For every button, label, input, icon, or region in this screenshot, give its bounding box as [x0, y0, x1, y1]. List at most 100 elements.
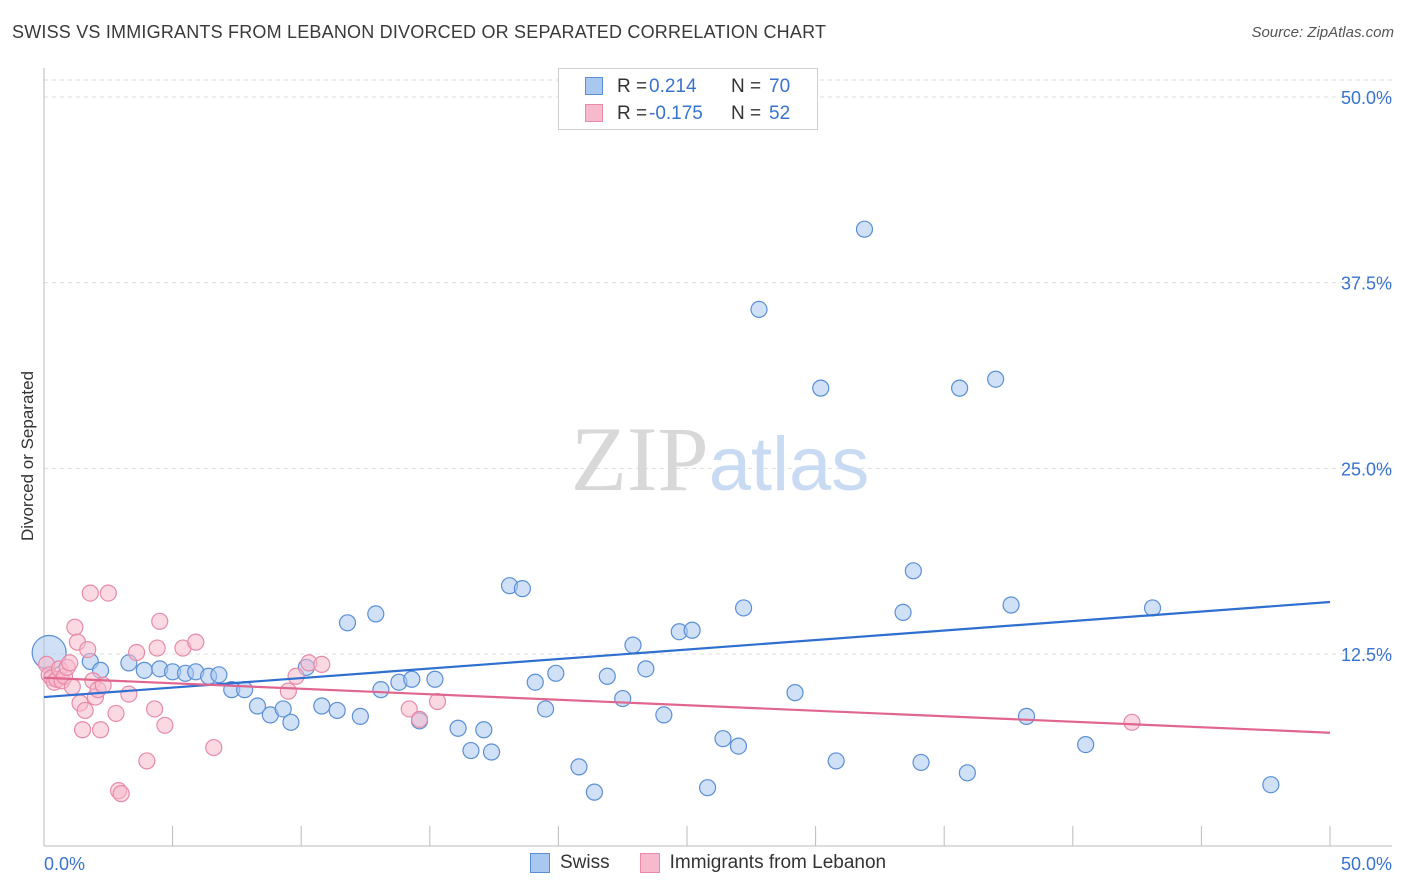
lebanon-point	[428, 692, 447, 711]
lebanon-point	[63, 678, 81, 696]
swiss-point	[637, 660, 655, 678]
r-value: 0.214	[649, 76, 697, 97]
swiss-point	[812, 379, 830, 397]
lebanon-legend-swatch	[639, 853, 660, 873]
tick-labels: 12.5% 25.0% 37.5% 50.0% 0.0% 50.0%	[44, 88, 1392, 874]
swiss-point	[248, 697, 267, 715]
swiss-point	[1262, 776, 1280, 794]
legend-label: Immigrants from Lebanon	[669, 852, 887, 873]
n-value: 70	[769, 76, 791, 97]
lebanon-point	[410, 710, 429, 728]
lebanon-point	[66, 618, 84, 636]
lebanon-point	[81, 584, 99, 602]
lebanon-point	[112, 785, 130, 803]
lebanon-point	[73, 721, 92, 739]
swiss-point	[714, 730, 732, 748]
swiss-point	[655, 706, 673, 724]
swiss-point	[958, 764, 976, 782]
swiss-point	[750, 300, 768, 319]
swiss-point	[729, 737, 748, 755]
swiss-point	[894, 603, 912, 622]
swiss-point	[585, 783, 604, 801]
y-tick-label: 12.5%	[1341, 645, 1392, 665]
swiss-point	[547, 664, 565, 682]
lebanon-point	[151, 612, 169, 630]
swiss-point	[426, 670, 444, 688]
lebanon-point	[127, 643, 146, 662]
swiss-point	[236, 681, 254, 699]
lebanon-point	[61, 654, 79, 672]
swiss-point	[462, 741, 480, 760]
swiss-point	[598, 667, 616, 685]
swiss-point	[313, 697, 331, 715]
swiss-point	[951, 379, 969, 397]
swiss-point	[624, 636, 642, 654]
swiss-point	[698, 779, 717, 797]
swiss-point	[449, 719, 467, 737]
n-label: N =	[731, 76, 762, 97]
swiss-point	[328, 701, 346, 720]
swiss-point	[210, 666, 228, 684]
lebanon-point	[1123, 713, 1141, 731]
grid-layer	[44, 79, 1392, 655]
x-tick-label: 50.0%	[1341, 854, 1392, 874]
lebanon-point	[279, 682, 297, 700]
lebanon-point	[313, 655, 331, 673]
r-label: R =	[617, 76, 648, 97]
swiss-point	[351, 707, 369, 725]
legend-row-swiss: R = 0.214 N = 70	[559, 73, 817, 101]
trend-lines	[43, 600, 1331, 734]
lebanon-point	[156, 716, 174, 734]
swiss-point	[1077, 736, 1095, 754]
swiss-point	[367, 605, 385, 623]
swiss-point	[338, 614, 357, 632]
lebanon-point	[120, 685, 138, 703]
swiss-point	[513, 580, 531, 598]
lebanon-point	[107, 704, 125, 723]
swiss-point	[1017, 707, 1036, 725]
source-label: Source: ZipAtlas.com	[1251, 24, 1394, 41]
lebanon-point	[148, 639, 166, 657]
swiss-point	[786, 684, 804, 702]
y-tick-label: 50.0%	[1341, 88, 1392, 108]
legend-row-lebanon: R = -0.175 N = 52	[559, 100, 817, 128]
y-tick-label: 25.0%	[1341, 459, 1392, 479]
swiss-point	[683, 621, 701, 639]
lebanon-point	[187, 633, 205, 651]
r-label: R =	[617, 103, 648, 124]
swiss-point	[614, 689, 632, 708]
lebanon-point	[99, 584, 117, 602]
swiss-point	[282, 713, 300, 731]
swiss-point	[135, 661, 153, 679]
lebanon-point	[400, 700, 418, 718]
lebanon-point	[76, 701, 94, 720]
x-tick-label: 0.0%	[44, 854, 85, 874]
lebanon-point	[145, 700, 164, 718]
lebanon-point	[79, 640, 97, 659]
axis-layer	[43, 68, 1392, 847]
watermark: ZIPatlas	[571, 408, 870, 510]
trend-line-swiss	[43, 600, 1331, 699]
lebanon-swatch	[585, 104, 603, 122]
swiss-point	[904, 562, 922, 580]
r-value: -0.175	[649, 103, 703, 124]
lebanon-point	[205, 738, 223, 757]
swiss-point	[403, 670, 421, 688]
legend-item-swiss[interactable]: Swiss	[530, 852, 610, 874]
y-tick-label: 37.5%	[1341, 274, 1392, 294]
chart-title: SWISS VS IMMIGRANTS FROM LEBANON DIVORCE…	[12, 22, 827, 42]
legend-item-lebanon[interactable]: Immigrants from Lebanon	[639, 852, 887, 874]
swiss-point	[987, 370, 1005, 388]
n-value: 52	[769, 103, 791, 124]
legend-label: Swiss	[560, 852, 610, 873]
swiss-point	[1143, 599, 1162, 617]
swiss-swatch	[585, 77, 603, 95]
correlation-legend: R = 0.214 N = 70 R = -0.175 N = 52	[558, 68, 818, 130]
watermark-text: ZIPatlas	[571, 408, 870, 510]
swiss-point	[1002, 596, 1020, 614]
series-legend: Swiss Immigrants from Lebanon	[530, 852, 916, 874]
lebanon-point	[91, 721, 110, 739]
lebanon-point	[138, 752, 156, 770]
swiss-point	[827, 752, 845, 770]
